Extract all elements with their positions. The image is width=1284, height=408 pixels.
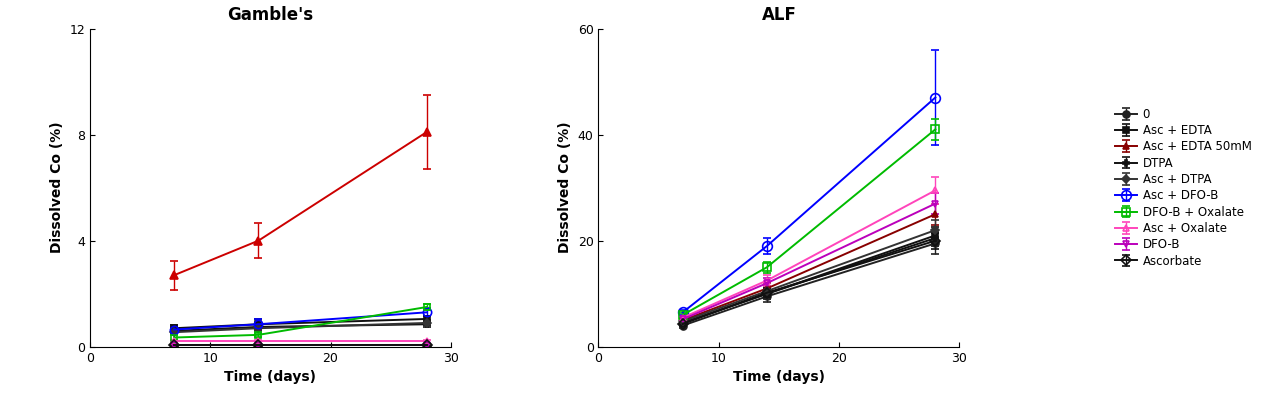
- X-axis label: Time (days): Time (days): [733, 370, 824, 384]
- X-axis label: Time (days): Time (days): [225, 370, 316, 384]
- Title: ALF: ALF: [761, 6, 796, 24]
- Title: Gamble's: Gamble's: [227, 6, 313, 24]
- Y-axis label: Dissolved Co (%): Dissolved Co (%): [50, 122, 64, 253]
- Legend: 0, Asc + EDTA, Asc + EDTA 50mM, DTPA, Asc + DTPA, Asc + DFO-B, DFO-B + Oxalate, : 0, Asc + EDTA, Asc + EDTA 50mM, DTPA, As…: [1113, 105, 1253, 270]
- Y-axis label: Dissolved Co (%): Dissolved Co (%): [559, 122, 573, 253]
